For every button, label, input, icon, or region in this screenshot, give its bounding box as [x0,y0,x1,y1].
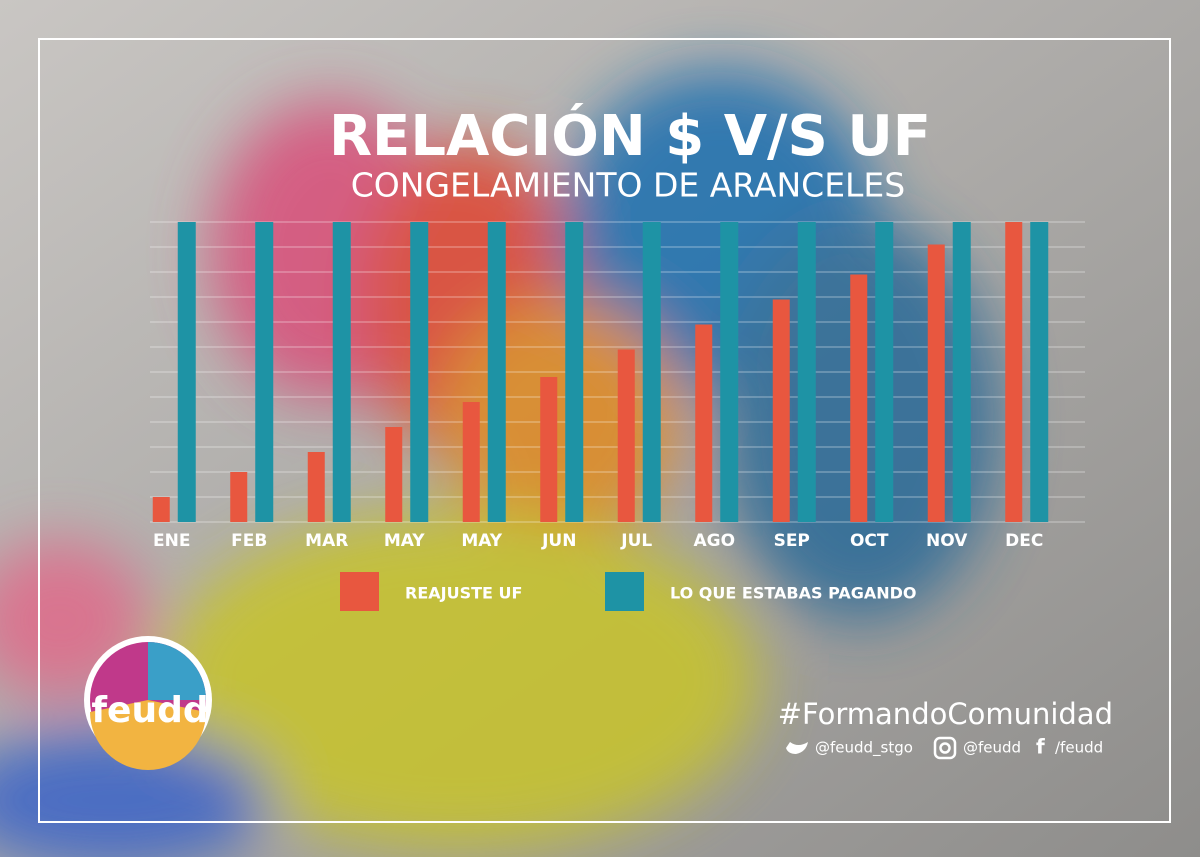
bar [952,222,971,522]
bar [797,222,816,522]
hashtag: #FormandoComunidad [778,697,1113,731]
x-tick-label: MAY [461,531,502,551]
bar [332,222,351,522]
bar [1030,222,1049,522]
x-tick-label: DEC [1005,531,1043,551]
twitter-icon [786,742,808,754]
instagram-icon [933,736,957,760]
bar [695,324,713,522]
x-tick-label: MAR [305,531,348,551]
bar [462,402,480,522]
bar [927,244,945,522]
bar [642,222,661,522]
x-tick-label: ENE [153,531,190,551]
bar [410,222,429,522]
bar [230,472,248,522]
twitter-handle: @feudd_stgo [815,739,913,758]
bar [720,222,739,522]
logo-text: feudd [91,690,208,731]
bar [540,377,558,522]
facebook-icon: f [1036,735,1045,759]
bar [307,452,325,522]
x-tick-label: MAY [384,531,425,551]
legend-label: LO QUE ESTABAS PAGANDO [670,584,917,603]
bar [255,222,274,522]
instagram-handle: @feudd [963,739,1021,757]
legend-swatch [605,572,644,611]
bar [487,222,506,522]
x-tick-label: OCT [850,531,889,551]
x-tick-label: JUL [620,531,652,551]
logo: feudd [84,636,212,770]
bar [565,222,584,522]
bar [152,497,170,522]
x-tick-label: FEB [231,531,267,551]
instagram-icon-lens [939,742,951,754]
bar [850,274,868,522]
chart-title: RELACIÓN $ V/S UF [329,104,931,169]
x-tick-label: NOV [926,531,968,551]
x-tick-label: JUN [541,531,576,551]
logo-segment [90,700,206,770]
bar [385,427,403,522]
chart-subtitle: CONGELAMIENTO DE ARANCELES [351,166,905,205]
legend-label: REAJUSTE UF [405,584,522,603]
bar [617,349,635,522]
legend-swatch [340,572,379,611]
logo-segment [148,642,206,700]
x-tick-label: AGO [693,531,735,551]
bar [1005,222,1023,522]
frame [38,38,1171,823]
bar [875,222,894,522]
facebook-handle: /feudd [1055,739,1103,757]
bar [772,299,790,522]
bar [177,222,196,522]
x-tick-label: SEP [774,531,810,551]
